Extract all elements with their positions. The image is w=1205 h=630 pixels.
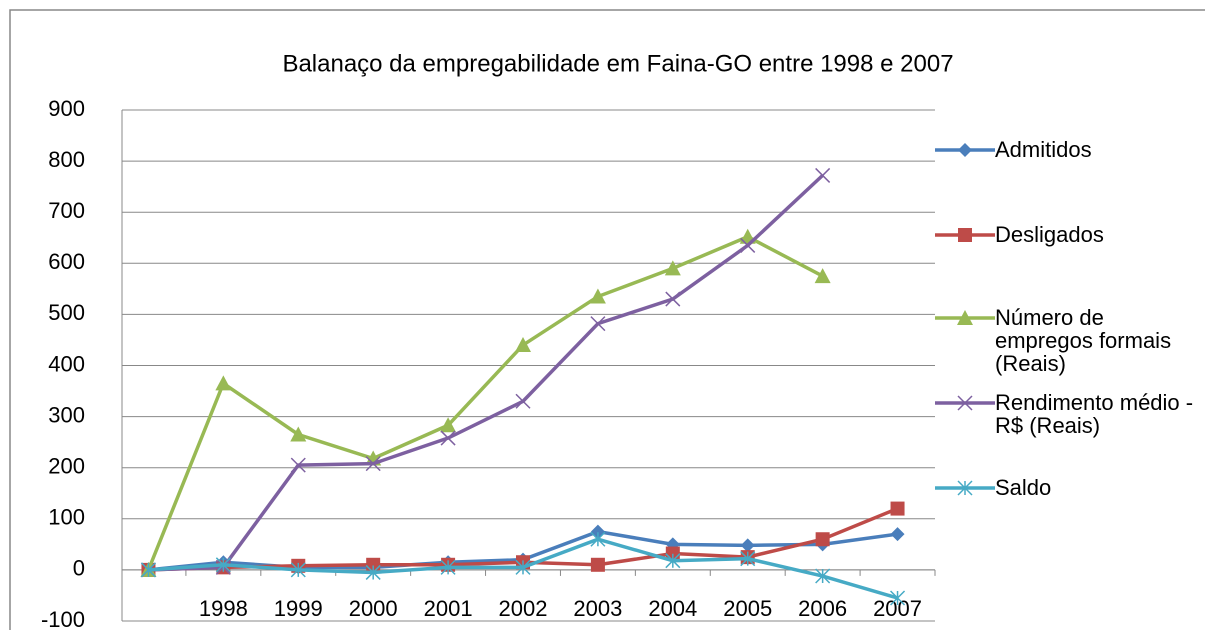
marker bbox=[665, 291, 681, 307]
x-tick-label: 2001 bbox=[424, 596, 473, 621]
marker bbox=[515, 337, 531, 353]
marker bbox=[590, 316, 606, 332]
y-tick-label: 500 bbox=[48, 300, 85, 325]
marker bbox=[665, 553, 681, 569]
marker bbox=[365, 456, 381, 472]
marker bbox=[890, 501, 905, 516]
marker bbox=[957, 395, 973, 411]
x-tick-label: 1998 bbox=[199, 596, 248, 621]
series-line bbox=[146, 234, 824, 571]
marker bbox=[740, 538, 755, 553]
x-tick-label: 2002 bbox=[499, 596, 548, 621]
legend-swatch bbox=[935, 310, 995, 325]
chart-border bbox=[9, 9, 1205, 630]
marker bbox=[290, 457, 306, 473]
y-tick-label: 700 bbox=[48, 198, 85, 223]
marker bbox=[815, 167, 831, 183]
marker bbox=[814, 268, 831, 284]
y-tick-label: -100 bbox=[41, 607, 85, 630]
x-tick-label: 2006 bbox=[798, 596, 847, 621]
y-tick-label: 900 bbox=[48, 96, 85, 121]
y-tick-label: 400 bbox=[48, 351, 85, 376]
x-tick-label: 1999 bbox=[274, 596, 323, 621]
legend-label: Rendimento médio - R$ (Reais) bbox=[995, 390, 1194, 438]
marker bbox=[664, 260, 681, 276]
marker bbox=[215, 557, 231, 573]
x-tick-label: 2000 bbox=[349, 596, 398, 621]
legend-swatch bbox=[935, 228, 995, 242]
marker bbox=[440, 430, 456, 446]
legend-label: Admitidos bbox=[995, 137, 1092, 162]
marker bbox=[890, 590, 906, 606]
legend-swatch bbox=[935, 395, 995, 411]
y-tick-label: 0 bbox=[73, 556, 85, 581]
marker bbox=[290, 426, 307, 442]
y-tick-label: 800 bbox=[48, 147, 85, 172]
marker bbox=[215, 375, 232, 391]
x-tick-label: 2003 bbox=[573, 596, 622, 621]
legend-item: Número de empregos formais (Reais) bbox=[935, 306, 1195, 375]
marker bbox=[958, 228, 972, 242]
marker bbox=[515, 559, 531, 575]
x-tick-label: 2004 bbox=[648, 596, 697, 621]
marker bbox=[440, 417, 457, 433]
marker bbox=[740, 237, 756, 253]
marker bbox=[958, 143, 972, 157]
legend-swatch bbox=[935, 143, 995, 157]
x-tick-label: 2005 bbox=[723, 596, 772, 621]
marker bbox=[140, 562, 156, 578]
y-tick-label: 600 bbox=[48, 249, 85, 274]
marker bbox=[957, 480, 973, 496]
y-tick-label: 100 bbox=[48, 505, 85, 530]
legend-label: Número de empregos formais (Reais) bbox=[995, 305, 1172, 376]
legend-item: Admitidos bbox=[935, 138, 1195, 162]
legend-swatch bbox=[935, 480, 995, 496]
marker bbox=[890, 527, 905, 542]
marker bbox=[290, 562, 306, 578]
marker bbox=[590, 531, 606, 547]
marker bbox=[957, 310, 973, 325]
marker bbox=[440, 559, 456, 575]
chart-title: Balanaço da empregabilidade em Faina-GO … bbox=[282, 50, 953, 77]
marker bbox=[589, 288, 606, 304]
marker bbox=[815, 568, 831, 584]
legend-label: Saldo bbox=[995, 475, 1052, 500]
marker bbox=[740, 551, 756, 567]
legend-item: Rendimento médio - R$ (Reais) bbox=[935, 391, 1195, 437]
legend-label: Desligados bbox=[995, 222, 1104, 247]
y-tick-label: 200 bbox=[48, 454, 85, 479]
series-line bbox=[148, 174, 824, 572]
marker bbox=[365, 564, 381, 580]
marker bbox=[815, 532, 830, 547]
legend-item: Desligados bbox=[935, 223, 1195, 247]
marker bbox=[515, 393, 531, 409]
legend-item: Saldo bbox=[935, 476, 1195, 500]
y-tick-label: 300 bbox=[48, 402, 85, 427]
marker bbox=[590, 557, 605, 572]
